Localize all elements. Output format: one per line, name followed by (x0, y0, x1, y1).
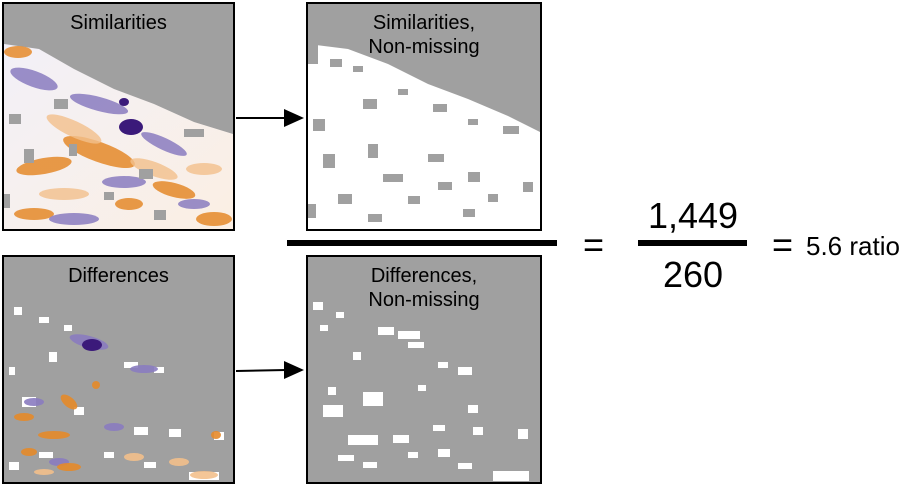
result-equals-sign: = (772, 227, 793, 263)
fraction-bar (638, 240, 747, 246)
similarities-heatmap (4, 4, 233, 229)
title-line-2: Non-missing (308, 35, 540, 59)
title-line-1: Differences, (308, 264, 540, 288)
similarities-nonmissing-title: Similarities, Non-missing (308, 11, 540, 59)
ratio-result: 5.6 ratio (806, 231, 900, 261)
similarities-title: Similarities (4, 11, 233, 35)
numerator: 1,449 (640, 196, 746, 236)
denominator: 260 (640, 255, 746, 295)
differences-panel: Differences (2, 255, 235, 484)
differences-heatmap (4, 257, 233, 482)
differences-title: Differences (4, 264, 233, 288)
equals-sign: = (583, 227, 604, 263)
arrow-differences (236, 360, 306, 380)
title-line-2: Non-missing (308, 288, 540, 312)
panel-fraction-bar (287, 240, 557, 246)
similarities-panel: Similarities (2, 2, 235, 231)
differences-nonmissing-title: Differences, Non-missing (308, 264, 540, 312)
title-line-1: Similarities, (308, 11, 540, 35)
similarities-nonmissing-panel: Similarities, Non-missing (306, 2, 542, 231)
arrow-similarities (236, 108, 306, 128)
differences-nonmissing-panel: Differences, Non-missing (306, 255, 542, 484)
